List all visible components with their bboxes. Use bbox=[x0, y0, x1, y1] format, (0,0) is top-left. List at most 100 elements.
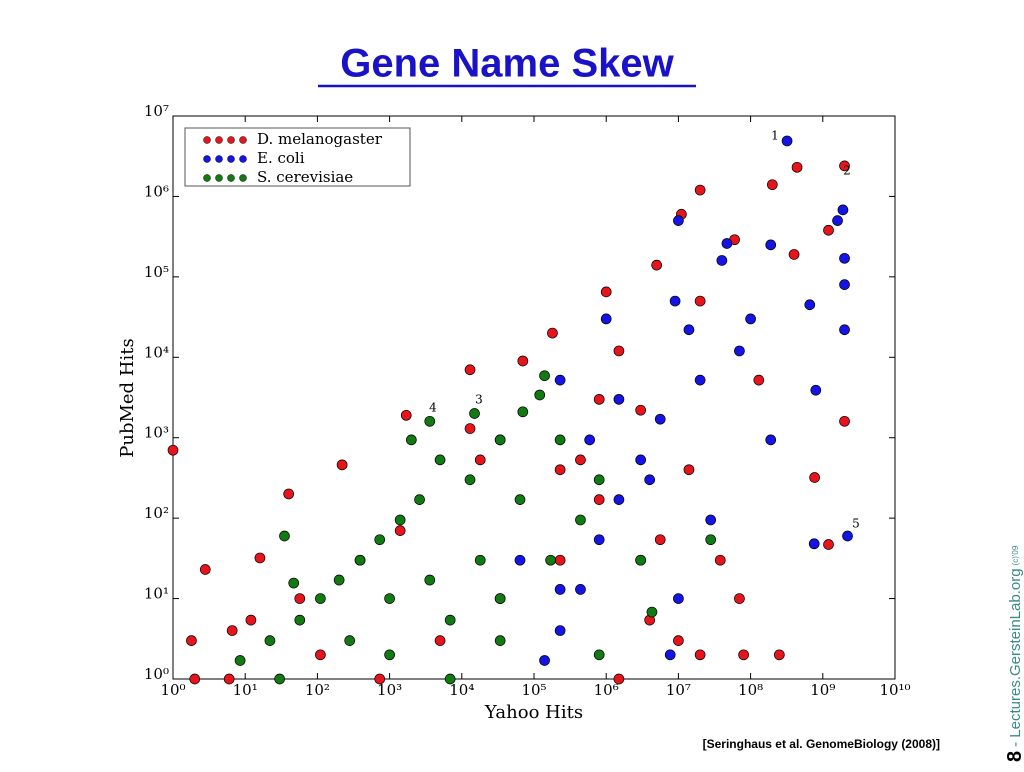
y-tick-label: 10¹ bbox=[144, 585, 169, 603]
point bbox=[514, 494, 526, 505]
legend-marker bbox=[227, 155, 235, 163]
point bbox=[434, 635, 446, 646]
point bbox=[534, 389, 546, 401]
point bbox=[554, 584, 566, 595]
point bbox=[474, 554, 486, 566]
point bbox=[664, 649, 676, 661]
point bbox=[400, 409, 412, 421]
point bbox=[808, 538, 820, 550]
point bbox=[788, 249, 800, 260]
point bbox=[646, 606, 658, 618]
legend-marker bbox=[239, 174, 247, 182]
y-tick-label: 10⁴ bbox=[144, 343, 169, 361]
point bbox=[554, 625, 566, 636]
point bbox=[673, 635, 684, 646]
point bbox=[683, 324, 695, 336]
point bbox=[716, 255, 728, 266]
annotation: 4 bbox=[429, 401, 437, 415]
point bbox=[374, 673, 386, 685]
y-axis-label: PubMed Hits bbox=[117, 338, 138, 457]
legend-marker bbox=[239, 136, 247, 144]
point bbox=[394, 514, 406, 526]
point bbox=[517, 406, 529, 418]
point bbox=[554, 374, 566, 386]
plot-frame bbox=[172, 115, 896, 680]
point bbox=[336, 459, 348, 471]
point bbox=[539, 655, 550, 666]
point bbox=[279, 530, 290, 542]
point bbox=[344, 635, 356, 646]
point bbox=[554, 554, 566, 566]
point bbox=[765, 434, 777, 446]
point bbox=[694, 184, 706, 196]
legend-label: S. cerevisiae bbox=[257, 168, 353, 186]
point bbox=[424, 415, 436, 427]
point bbox=[651, 259, 663, 271]
point bbox=[464, 423, 476, 434]
legend-label: D. melanogaster bbox=[257, 130, 383, 148]
point bbox=[189, 673, 201, 685]
point bbox=[635, 404, 646, 416]
point bbox=[186, 635, 197, 646]
point bbox=[839, 324, 850, 336]
point bbox=[593, 474, 605, 486]
legend-marker bbox=[215, 136, 223, 144]
point bbox=[781, 135, 793, 147]
point bbox=[444, 614, 456, 626]
point bbox=[766, 179, 778, 191]
point bbox=[333, 574, 345, 586]
legend-marker bbox=[227, 174, 235, 182]
point bbox=[545, 554, 556, 566]
y-tick-label: 10⁵ bbox=[144, 263, 169, 281]
point bbox=[575, 584, 586, 595]
point bbox=[839, 160, 850, 172]
point bbox=[315, 649, 326, 661]
y-tick-label: 10³ bbox=[144, 424, 169, 442]
point bbox=[765, 239, 777, 251]
copyright: (c)'09 bbox=[1011, 545, 1020, 565]
point bbox=[444, 673, 456, 685]
point bbox=[791, 161, 803, 173]
point bbox=[584, 434, 596, 446]
point bbox=[474, 454, 486, 466]
x-tick-label: 10⁸ bbox=[738, 681, 763, 699]
point bbox=[705, 534, 717, 546]
x-tick-label: 10² bbox=[305, 681, 330, 699]
point bbox=[694, 649, 706, 661]
point bbox=[575, 514, 586, 526]
point bbox=[839, 415, 850, 427]
point bbox=[773, 649, 785, 661]
slide-number: 8 bbox=[1004, 751, 1024, 762]
legend-marker bbox=[215, 174, 223, 182]
point bbox=[839, 252, 850, 264]
point bbox=[547, 327, 558, 339]
legend-marker bbox=[203, 136, 211, 144]
point bbox=[635, 454, 646, 466]
annotation: 1 bbox=[771, 129, 779, 143]
legend-marker bbox=[203, 174, 211, 182]
point bbox=[199, 564, 211, 575]
x-tick-label: 10⁰ bbox=[160, 681, 185, 699]
x-tick-label: 10⁷ bbox=[666, 681, 691, 699]
point bbox=[832, 215, 843, 226]
point bbox=[823, 224, 834, 236]
point bbox=[842, 530, 853, 542]
point bbox=[669, 295, 681, 307]
y-tick-label: 10⁰ bbox=[144, 665, 169, 683]
point bbox=[315, 593, 326, 604]
point bbox=[424, 574, 436, 586]
point bbox=[294, 593, 306, 604]
point bbox=[673, 593, 684, 604]
annotation: 3 bbox=[475, 393, 483, 407]
point bbox=[494, 434, 506, 446]
point bbox=[283, 488, 295, 500]
y-tick-label: 10² bbox=[144, 504, 169, 522]
point bbox=[394, 525, 406, 536]
point bbox=[539, 370, 550, 382]
citation: [Seringhaus et al. GenomeBiology (2008)] bbox=[703, 737, 940, 751]
point bbox=[384, 593, 395, 604]
point bbox=[223, 673, 235, 685]
y-tick-label: 10⁷ bbox=[144, 102, 169, 120]
